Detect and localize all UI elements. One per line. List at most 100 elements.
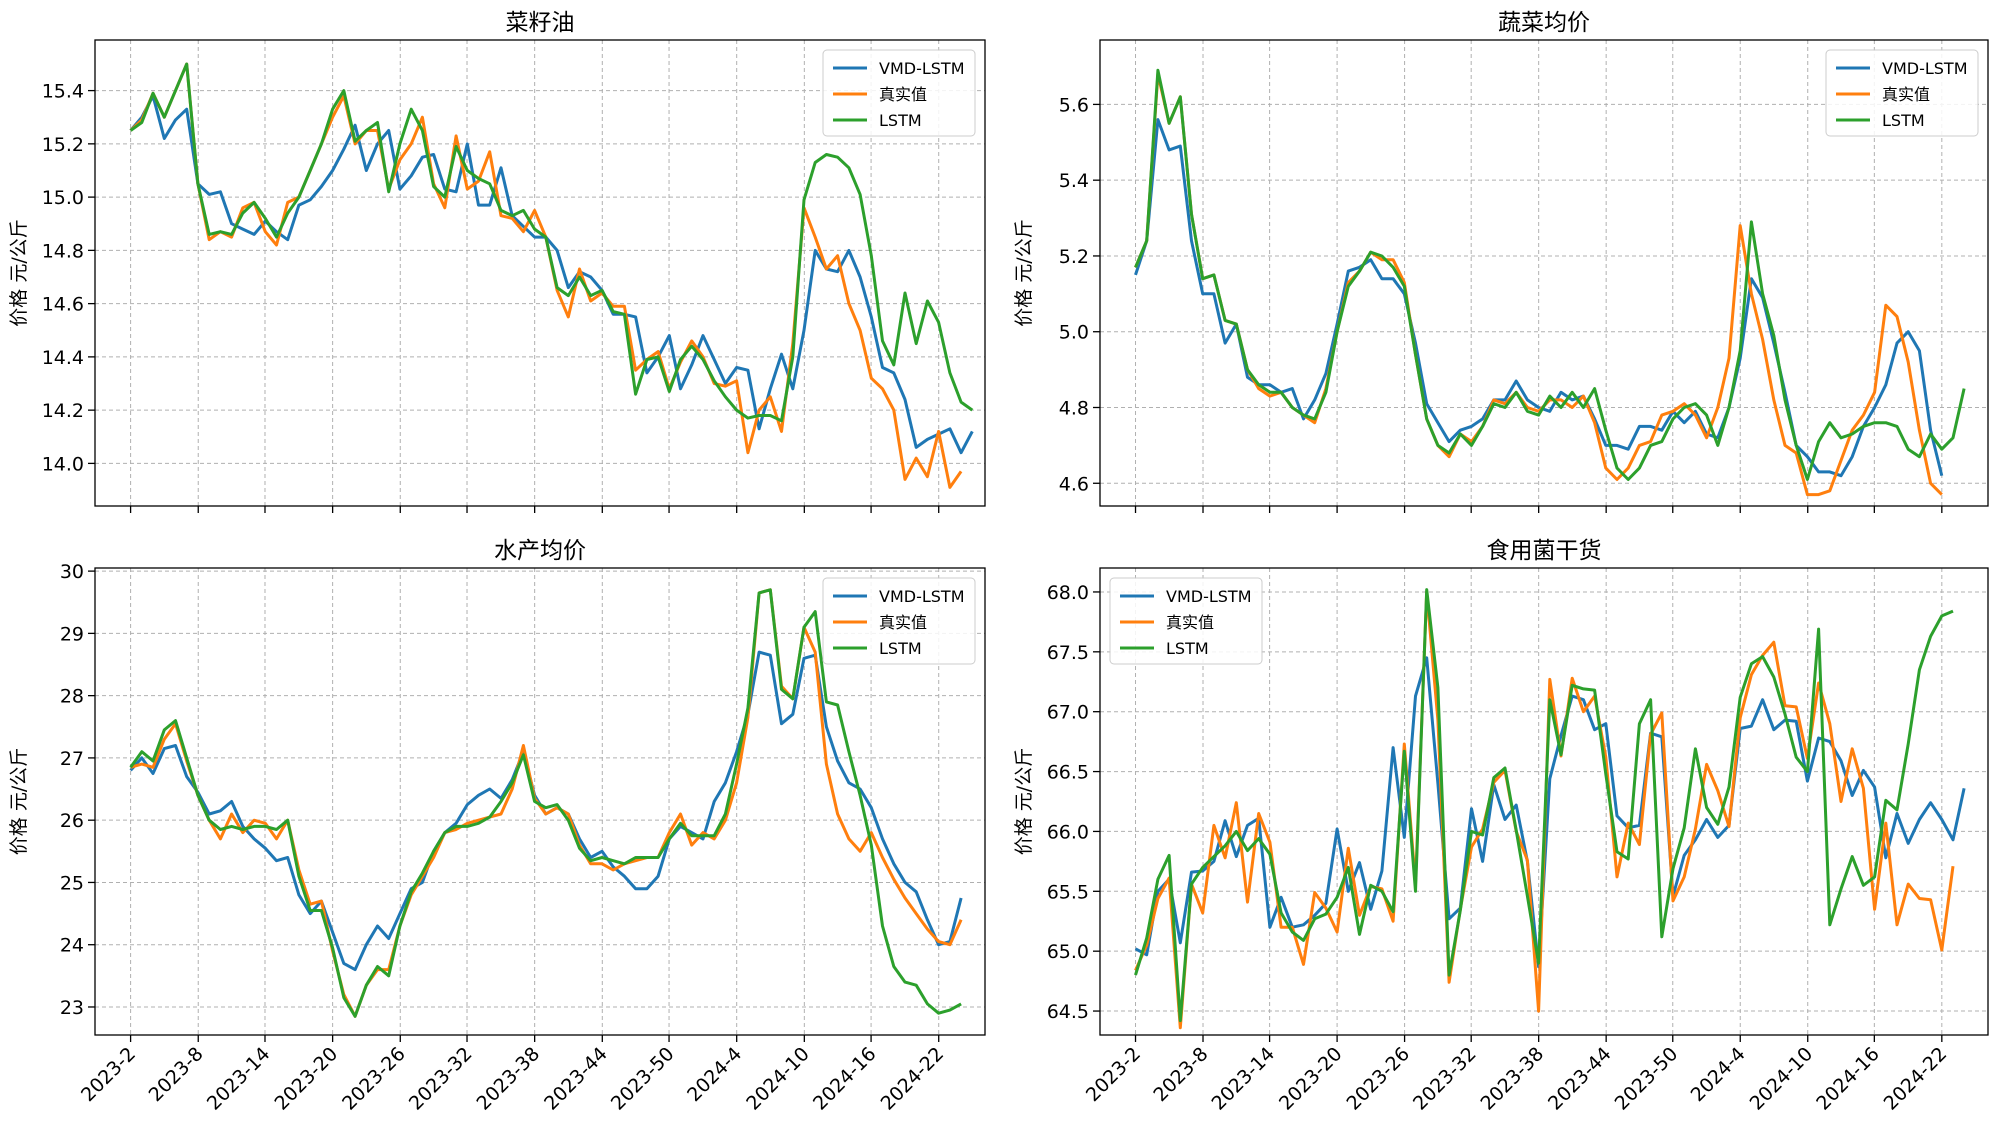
legend: VMD-LSTM 真实值 LSTM <box>822 577 976 665</box>
y-tick-label: 14.6 <box>42 294 84 316</box>
y-tick-label: 64.5 <box>1047 1001 1089 1023</box>
x-tick-label: 2023-44 <box>540 1043 612 1115</box>
subplot-title: 菜籽油 <box>506 10 575 36</box>
y-tick-label: 29 <box>60 623 84 645</box>
x-tick-label: 2023-32 <box>1409 1043 1481 1115</box>
subplot-title: 蔬菜均价 <box>1498 10 1590 36</box>
x-tick-label: 2024-16 <box>1812 1043 1884 1115</box>
y-tick-label: 14.8 <box>42 240 84 262</box>
legend: VMD-LSTM 真实值 LSTM <box>822 49 976 137</box>
y-tick-label: 14.4 <box>42 347 84 369</box>
series-line-LSTM <box>1134 588 1954 1023</box>
y-tick-label: 28 <box>60 686 84 708</box>
legend-entry: 真实值 <box>879 85 927 104</box>
legend-entry: 真实值 <box>1882 85 1930 104</box>
legend: VMD-LSTM 真实值 LSTM <box>1825 49 1979 137</box>
legend-entry: VMD-LSTM <box>879 587 965 606</box>
y-tick-label: 14.2 <box>42 400 84 422</box>
legend-box <box>1109 577 1263 665</box>
x-tick-label: 2023-50 <box>1611 1043 1683 1115</box>
x-tick-label: 2024-10 <box>742 1043 814 1115</box>
series-line-LSTM <box>1134 68 1966 481</box>
y-axis-label: 价格 元/公斤 <box>1013 219 1035 326</box>
legend-entry: LSTM <box>1882 111 1925 130</box>
y-tick-label: 66.0 <box>1047 821 1089 843</box>
legend-entry: LSTM <box>1166 639 1209 658</box>
x-tick-label: 2023-8 <box>145 1043 208 1106</box>
y-tick-label: 27 <box>60 748 84 770</box>
x-tick-label: 2024-16 <box>809 1043 881 1115</box>
y-tick-label: 5.4 <box>1059 170 1089 192</box>
y-tick-label: 23 <box>60 997 84 1019</box>
y-tick-label: 15.0 <box>42 187 84 209</box>
legend-entry: 真实值 <box>879 613 927 632</box>
y-tick-label: 24 <box>60 935 84 957</box>
y-tick-label: 68.0 <box>1047 582 1089 604</box>
x-tick-label: 2023-26 <box>338 1043 410 1115</box>
legend-entry: VMD-LSTM <box>1166 587 1252 606</box>
y-tick-label: 65.5 <box>1047 881 1089 903</box>
x-tick-label: 2023-14 <box>1207 1043 1279 1115</box>
x-tick-label: 2023-20 <box>1275 1043 1347 1115</box>
x-tick-label: 2023-14 <box>203 1043 275 1115</box>
x-tick-label: 2023-26 <box>1342 1043 1414 1115</box>
legend-box <box>1825 49 1979 137</box>
x-tick-label: 2023-2 <box>77 1043 140 1106</box>
series-line-VMD-LSTM <box>129 94 974 455</box>
y-tick-label: 5.2 <box>1059 246 1089 268</box>
y-tick-label: 15.4 <box>42 81 84 103</box>
series-line-LSTM <box>129 62 974 423</box>
y-axis-label: 价格 元/公斤 <box>1013 748 1035 855</box>
x-tick-label: 2023-38 <box>1477 1043 1549 1115</box>
legend-box <box>822 577 976 665</box>
y-tick-label: 67.5 <box>1047 642 1089 664</box>
x-tick-label: 2024-22 <box>877 1043 949 1115</box>
x-tick-label: 2024-10 <box>1746 1043 1818 1115</box>
legend-entry: VMD-LSTM <box>1882 59 1968 78</box>
legend: VMD-LSTM 真实值 LSTM <box>1109 577 1263 665</box>
x-tick-label: 2023-8 <box>1149 1043 1212 1106</box>
y-tick-label: 15.2 <box>42 134 84 156</box>
y-tick-label: 65.0 <box>1047 941 1089 963</box>
series-line-真实值 <box>1134 72 1943 497</box>
subplot-title: 水产均价 <box>494 538 586 564</box>
legend-entry: LSTM <box>879 111 922 130</box>
legend-entry: VMD-LSTM <box>879 59 965 78</box>
series-line-VMD-LSTM <box>1134 118 1944 478</box>
y-tick-label: 66.5 <box>1047 762 1089 784</box>
y-tick-label: 4.6 <box>1059 473 1089 495</box>
y-tick-label: 5.0 <box>1059 322 1089 344</box>
y-tick-label: 30 <box>60 561 84 583</box>
x-tick-label: 2023-32 <box>405 1043 477 1115</box>
y-tick-label: 67.0 <box>1047 702 1089 724</box>
y-tick-label: 14.0 <box>42 453 84 475</box>
legend-box <box>822 49 976 137</box>
x-tick-label: 2024-4 <box>683 1043 746 1106</box>
x-tick-label: 2024-22 <box>1880 1043 1952 1115</box>
plot-frame <box>1099 39 1989 507</box>
x-tick-label: 2023-50 <box>607 1043 679 1115</box>
subplot-title: 食用菌干货 <box>1487 538 1602 564</box>
plot-frame <box>94 39 986 507</box>
legend-entry: 真实值 <box>1166 613 1214 632</box>
plot-frame <box>1099 567 1989 1036</box>
x-tick-label: 2023-2 <box>1082 1043 1145 1106</box>
y-tick-label: 4.8 <box>1059 397 1089 419</box>
series-line-LSTM <box>129 588 962 1018</box>
y-axis-label: 价格 元/公斤 <box>8 748 30 855</box>
y-tick-label: 26 <box>60 810 84 832</box>
y-tick-label: 5.6 <box>1059 94 1089 116</box>
x-tick-label: 2023-44 <box>1544 1043 1616 1115</box>
x-tick-label: 2024-4 <box>1687 1043 1750 1106</box>
x-tick-label: 2023-20 <box>270 1043 342 1115</box>
legend-entry: LSTM <box>879 639 922 658</box>
x-tick-label: 2023-38 <box>473 1043 545 1115</box>
series-line-VMD-LSTM <box>1134 656 1966 969</box>
y-axis-label: 价格 元/公斤 <box>8 219 30 326</box>
y-tick-label: 25 <box>60 872 84 894</box>
